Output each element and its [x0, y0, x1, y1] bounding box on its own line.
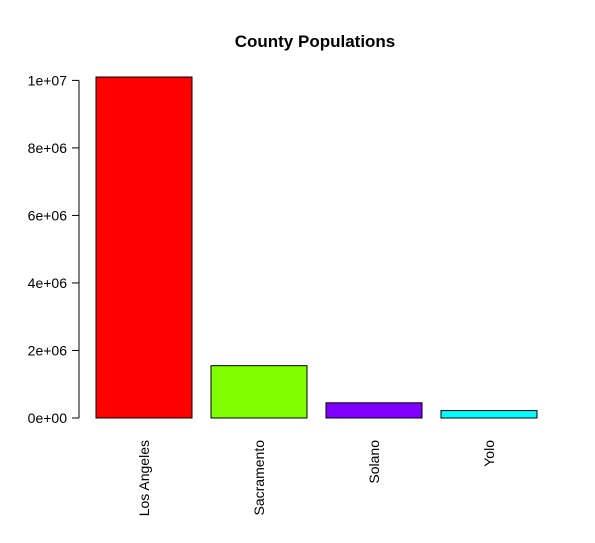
x-category-label: Sacramento — [251, 440, 267, 516]
y-tick-label: 8e+06 — [28, 140, 68, 156]
bar-solano — [325, 402, 423, 419]
bars-group — [95, 76, 538, 419]
chart-title: County Populations — [235, 32, 396, 51]
y-tick-label: 2e+06 — [28, 342, 68, 358]
x-category-label: Yolo — [481, 440, 497, 467]
x-category-label: Los Angeles — [136, 440, 152, 516]
bar-sacramento — [210, 365, 308, 419]
y-tick-label: 4e+06 — [28, 275, 68, 291]
bar-los-angeles — [95, 76, 193, 419]
y-tick-label: 0e+00 — [28, 410, 68, 426]
y-tick-label: 6e+06 — [28, 207, 68, 223]
x-axis-labels: Los Angeles Sacramento Solano Yolo — [136, 440, 497, 517]
bar-yolo — [440, 410, 538, 419]
x-category-label: Solano — [366, 440, 382, 484]
y-axis: 0e+00 2e+06 4e+06 6e+06 8e+06 1e+07 — [28, 72, 80, 426]
y-tick-label: 1e+07 — [28, 72, 68, 88]
